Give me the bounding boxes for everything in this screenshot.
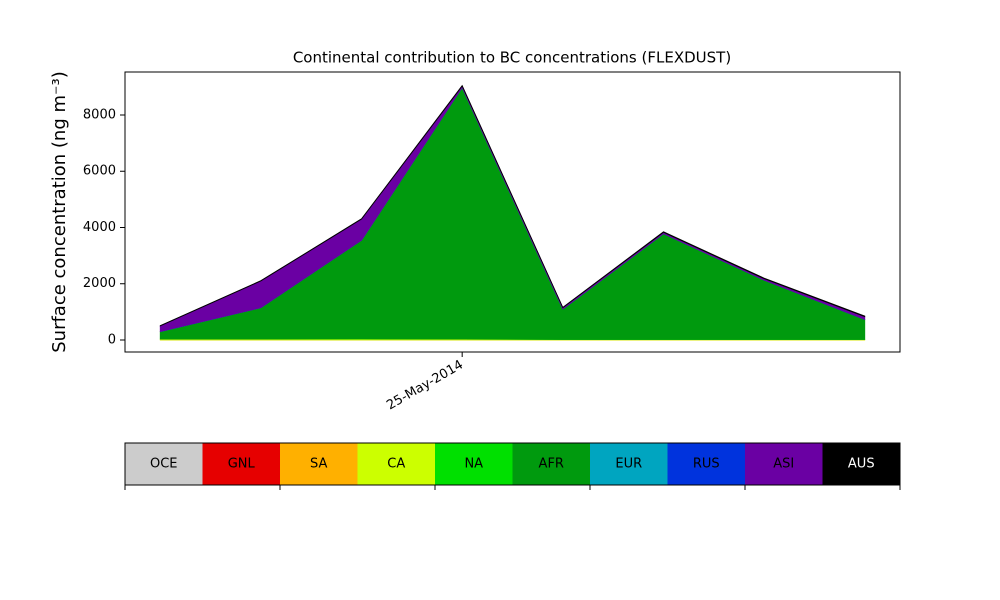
- legend-swatch: [202, 443, 281, 485]
- legend-label: ASI: [773, 457, 794, 472]
- plot-frame: [124, 71, 901, 353]
- y-tick-label: 8000: [83, 108, 116, 123]
- legend-swatch: [357, 443, 436, 485]
- legend-swatch: [435, 443, 513, 485]
- legend-frame: [124, 442, 901, 486]
- legend-swatch: [745, 443, 823, 485]
- y-tick-label: 2000: [83, 276, 116, 291]
- y-axis-label: Surface concentration (ng m⁻³): [49, 71, 70, 353]
- x-tick-label: 25-May-2014: [384, 358, 466, 414]
- legend-label: GNL: [228, 457, 256, 472]
- legend-label: SA: [310, 457, 327, 472]
- y-tick-label: 0: [108, 332, 116, 347]
- legend-swatch: [280, 443, 358, 485]
- legend-label: AUS: [848, 457, 875, 472]
- legend-label: EUR: [615, 457, 642, 472]
- legend-swatch: [512, 443, 591, 485]
- legend-label: OCE: [150, 457, 178, 472]
- y-tick-label: 6000: [83, 164, 116, 179]
- chart-title: Continental contribution to BC concentra…: [293, 49, 731, 67]
- legend-swatch: [822, 443, 901, 485]
- legend-label: RUS: [693, 457, 720, 472]
- legend-swatch: [590, 443, 668, 485]
- legend-label: CA: [387, 457, 405, 472]
- legend-swatch: [125, 443, 203, 485]
- y-tick-label: 4000: [83, 220, 116, 235]
- legend-label: NA: [464, 457, 483, 472]
- area: [159, 84, 866, 327]
- legend-label: AFR: [539, 457, 564, 472]
- legend-swatch: [667, 443, 746, 485]
